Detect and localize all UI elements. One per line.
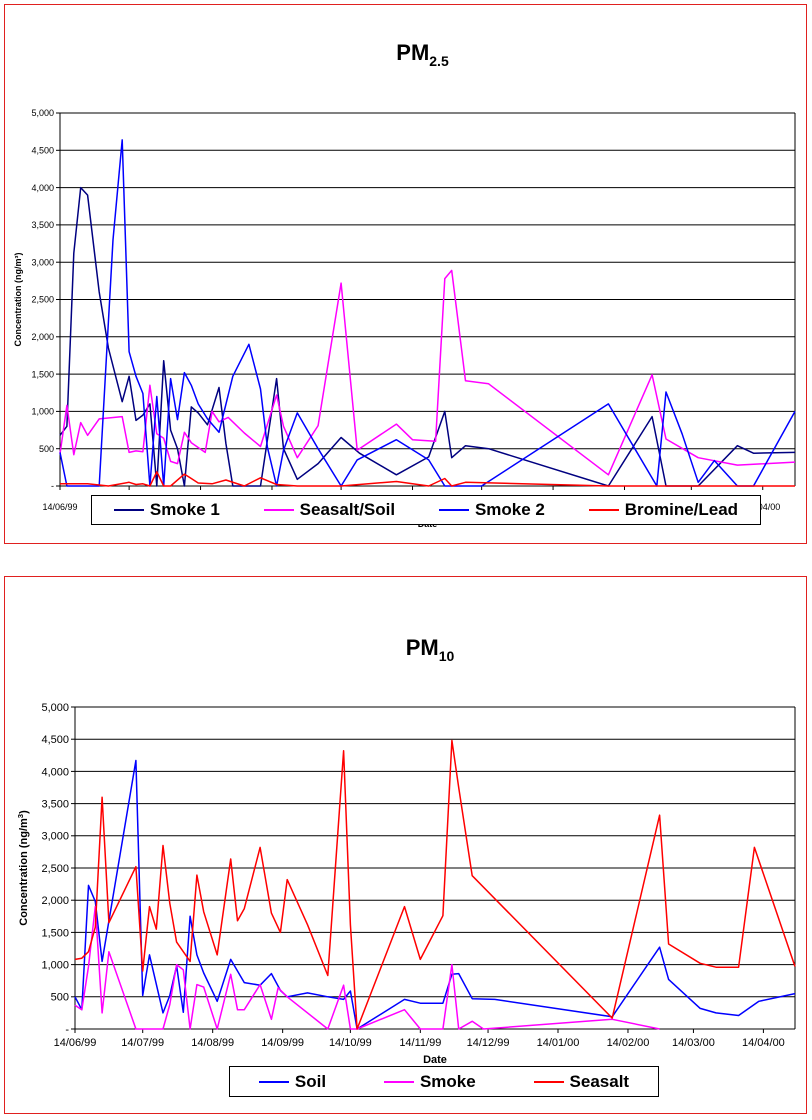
y-tick-label: 2,000 (41, 895, 69, 907)
y-tick-label: 3,500 (41, 798, 69, 810)
y-tick-label: 3,000 (41, 831, 69, 843)
pm25-chart-panel: PM2.5 - 500 1,000 1,500 2,000 2,500 3,000 3,500 4… (4, 4, 807, 544)
y-tick-label: 4,000 (41, 766, 69, 778)
legend-label: Seasalt/Soil (299, 500, 396, 519)
legend-label: Bromine/Lead (624, 500, 739, 519)
x-tick-label: 14/02/00 (607, 1037, 650, 1049)
legend-item: Soil (258, 1071, 327, 1092)
y-tick-label: 3,500 (31, 220, 54, 230)
y-tick-label: 500 (51, 992, 69, 1004)
y-axis-title: Concentration (ng/m3) (16, 810, 30, 926)
legend-label: Seasalt (569, 1071, 630, 1091)
series-line-smoke-1 (59, 186, 796, 487)
legend-item: Smoke (383, 1071, 476, 1092)
y-tick-label: 5,000 (31, 108, 54, 118)
chart-title: PM2.5 (396, 40, 449, 69)
legend-swatch (383, 1080, 414, 1083)
legend-item: Smoke 1 (113, 500, 220, 520)
series-line-seasalt-soil (59, 269, 796, 476)
legend-item: Seasalt (533, 1071, 630, 1092)
legend-swatch (588, 509, 619, 511)
x-tick-label: 14/09/99 (261, 1037, 304, 1049)
pm10-chart: PM10 - 500 1,000 1,500 2,000 2,500 3,000 3,500 4,… (16, 635, 796, 1066)
x-tick-label: 14/07/99 (121, 1037, 164, 1049)
x-tick-label: 14/10/99 (329, 1037, 372, 1049)
y-tick-label: - (51, 481, 54, 491)
legend-swatch (263, 509, 294, 511)
x-tick-label: 14/12/99 (467, 1037, 510, 1049)
x-tick-label: 14/06/99 (54, 1037, 97, 1049)
y-tick-label: 3,000 (31, 257, 54, 267)
pm25-chart: PM2.5 - 500 1,000 1,500 2,000 2,500 3,000 3,500 4… (13, 40, 796, 529)
legend-label: Smoke (419, 1071, 476, 1091)
x-tick-label: 14/08/99 (191, 1037, 234, 1049)
y-tick-label: 1,500 (31, 369, 54, 379)
series-line-seasalt (74, 739, 796, 1030)
legend-swatch (113, 509, 144, 511)
pm10-chart-panel: PM10 - 500 1,000 1,500 2,000 2,500 3,000 3,500 4,… (4, 576, 807, 1114)
y-tick-label: 4,000 (31, 183, 54, 193)
legend-swatch (438, 509, 469, 511)
y-tick-label: 1,000 (41, 959, 69, 971)
y-tick-label: - (65, 1024, 69, 1036)
chart-title: PM10 (406, 635, 455, 664)
y-tick-label: 2,000 (31, 332, 54, 342)
y-tick-label: 4,500 (31, 145, 54, 155)
y-tick-label: 1,500 (41, 927, 69, 939)
legend-swatch (258, 1080, 289, 1083)
x-tick-label: 14/04/00 (742, 1037, 785, 1049)
y-axis-title: Concentration (ng/m³) (13, 253, 23, 347)
series-line-bromine-lead (60, 471, 795, 487)
legend-label: Smoke 2 (474, 500, 545, 519)
series-line-soil (74, 759, 796, 1030)
y-tick-label: 4,500 (41, 734, 69, 746)
x-tick-label: 14/06/99 (42, 502, 77, 512)
pm10-legend: Soil Smoke Seasalt (229, 1066, 659, 1097)
x-tick-label: 14/01/00 (537, 1037, 580, 1049)
x-tick-label: 14/11/99 (399, 1037, 441, 1049)
y-tick-label: 2,500 (31, 295, 54, 305)
pm25-legend: Smoke 1 Seasalt/Soil Smoke 2 Bromine/Lead (91, 495, 761, 525)
legend-item: Bromine/Lead (588, 500, 739, 520)
legend-item: Seasalt/Soil (263, 500, 396, 520)
series-line-smoke-2 (59, 139, 796, 487)
y-tick-label: 2,500 (41, 863, 69, 875)
x-tick-label: 14/03/00 (672, 1037, 715, 1049)
legend-swatch (533, 1080, 564, 1083)
x-tick-label: 14/04/00 (745, 502, 780, 512)
x-axis-title: Date (423, 1054, 447, 1066)
legend-item: Smoke 2 (438, 500, 545, 520)
y-tick-label: 500 (39, 444, 54, 454)
legend-label: Soil (294, 1071, 327, 1091)
y-tick-label: 5,000 (41, 702, 69, 714)
series-line-smoke (74, 905, 660, 1030)
legend-label: Smoke 1 (149, 500, 220, 519)
y-tick-label: 1,000 (31, 407, 54, 417)
